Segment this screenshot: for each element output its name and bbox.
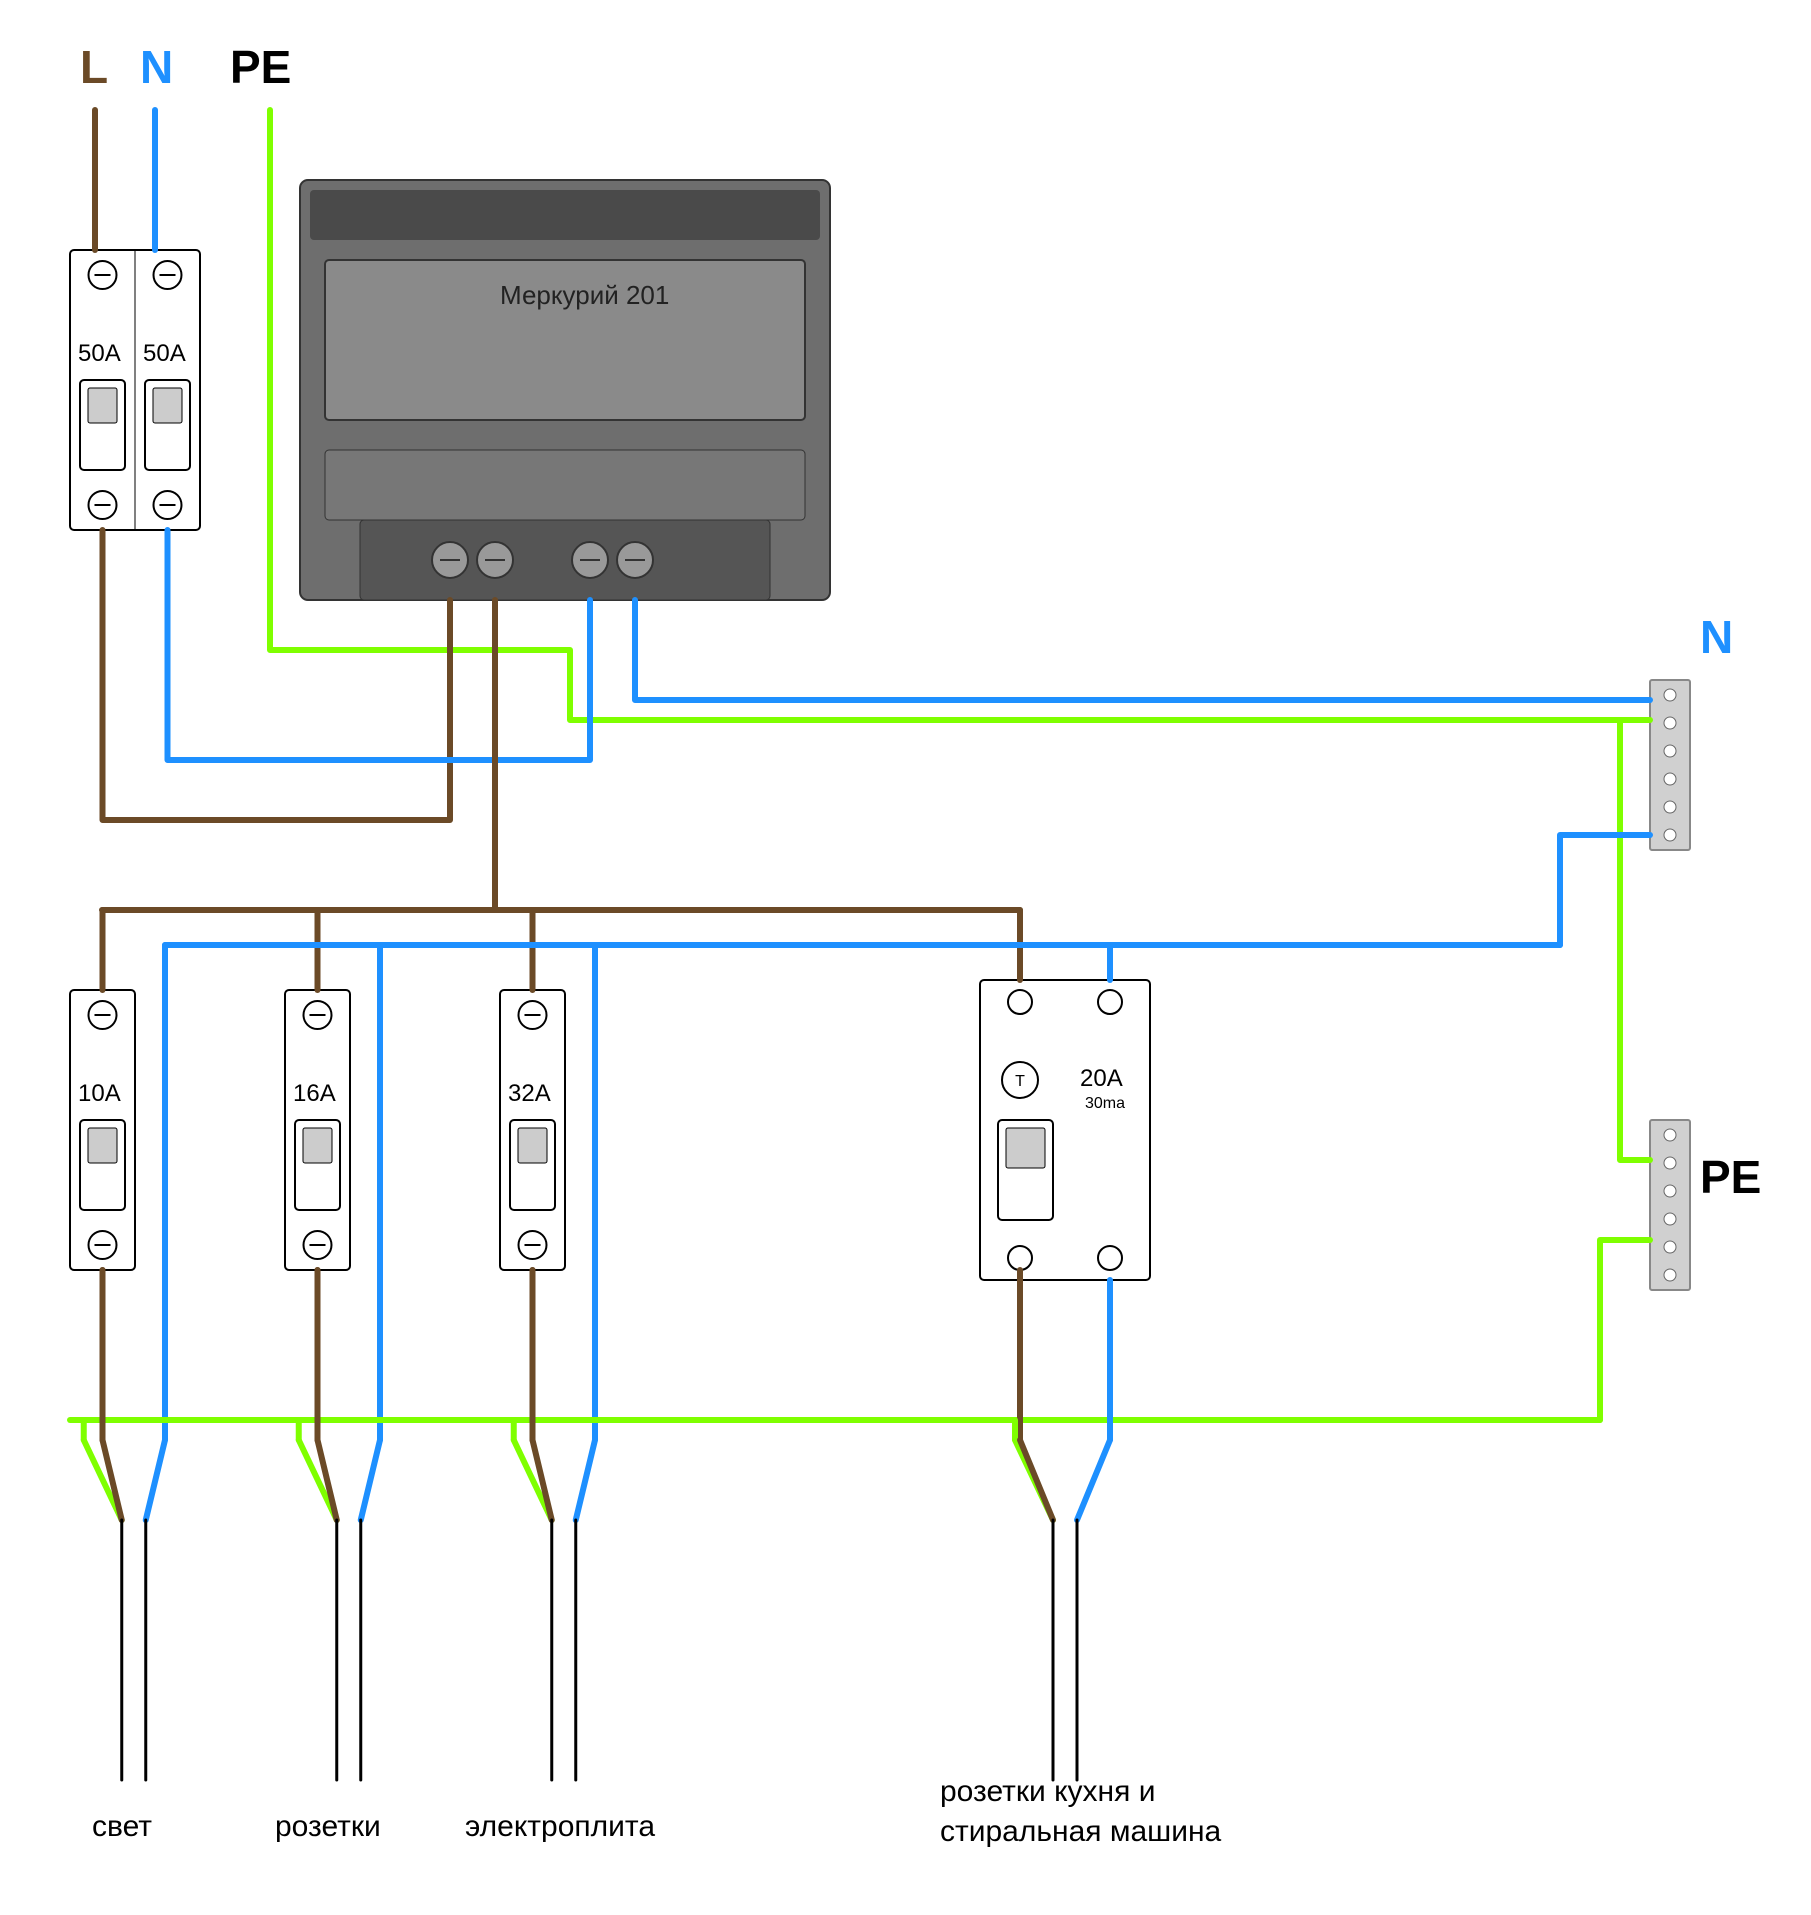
meter-model-label: Меркурий 201 (500, 280, 669, 311)
label-N: N (140, 40, 173, 94)
circuit-4-label-2: стиральная машина (940, 1815, 1221, 1849)
breaker-3-rating: 32А (508, 1080, 551, 1108)
breaker-2-rating: 16А (293, 1080, 336, 1108)
circuit-4-label-1: розетки кухня и (940, 1775, 1155, 1809)
svg-text:T: T (1015, 1073, 1025, 1090)
rcd-rating: 20A (1080, 1065, 1123, 1093)
label-bus-N: N (1700, 610, 1733, 664)
rcd-sensitivity: 30ma (1085, 1095, 1125, 1113)
label-PE: PE (230, 40, 291, 94)
main-breaker-L-rating: 50А (78, 340, 121, 368)
circuit-3-label: электроплита (465, 1810, 655, 1844)
main-breaker-N-rating: 50А (143, 340, 186, 368)
wiring-diagram: T (0, 0, 1811, 1915)
label-L: L (80, 40, 108, 94)
label-bus-PE: PE (1700, 1150, 1761, 1204)
breaker-1-rating: 10А (78, 1080, 121, 1108)
circuit-2-label: розетки (275, 1810, 381, 1844)
circuit-1-label: свет (92, 1810, 152, 1844)
